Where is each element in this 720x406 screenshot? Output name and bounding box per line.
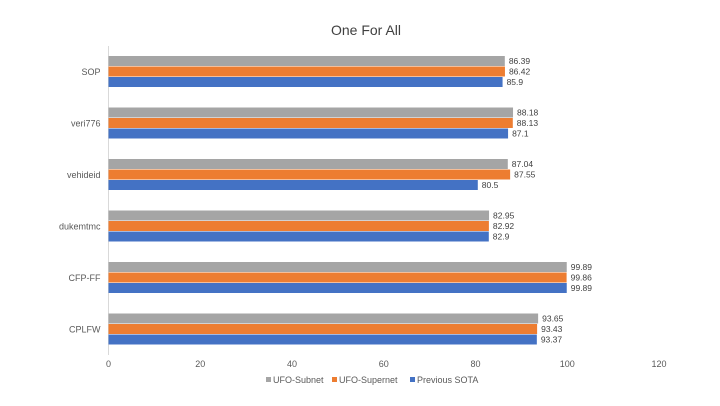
bar-ufo-supernet — [108, 272, 567, 283]
category-label: veri776 — [71, 118, 101, 128]
bar-ufo-supernet — [108, 118, 513, 128]
x-tick-label: 0 — [106, 359, 111, 369]
data-label: 99.89 — [571, 262, 593, 272]
data-label: 80.5 — [482, 180, 499, 190]
data-label: 93.65 — [542, 314, 564, 324]
x-tick-label: 100 — [560, 359, 575, 369]
bar-previous-sota — [108, 231, 489, 242]
legend-swatch — [332, 377, 337, 382]
x-tick-label: 80 — [470, 359, 480, 369]
category-label: SOP — [81, 67, 100, 77]
bar-ufo-subnet — [108, 159, 508, 169]
data-label: 87.55 — [514, 170, 536, 180]
bar-ufo-subnet — [108, 210, 490, 221]
x-tick-label: 60 — [379, 359, 389, 369]
data-label: 87.1 — [512, 129, 529, 139]
bar-previous-sota — [108, 334, 537, 345]
legend-swatch — [410, 377, 415, 382]
bar-ufo-supernet — [108, 66, 505, 77]
category-label: CFP-FF — [69, 273, 101, 283]
bar-ufo-supernet — [108, 169, 511, 180]
bar-ufo-subnet — [108, 313, 539, 324]
x-tick-label: 20 — [195, 359, 205, 369]
data-label: 93.43 — [541, 324, 563, 334]
data-label: 87.04 — [512, 159, 534, 169]
bar-ufo-supernet — [108, 221, 489, 231]
data-label: 86.39 — [509, 56, 531, 66]
data-label: 82.95 — [493, 211, 515, 221]
x-tick-label: 120 — [651, 359, 666, 369]
bar-ufo-subnet — [108, 107, 514, 118]
category-label: CPLFW — [69, 324, 101, 334]
data-label: 86.42 — [509, 67, 531, 77]
bar-ufo-supernet — [108, 324, 538, 334]
data-label: 88.18 — [517, 108, 539, 118]
data-label: 99.89 — [571, 283, 593, 293]
category-label: dukemtmc — [59, 221, 101, 231]
data-label: 85.9 — [507, 77, 524, 87]
data-label: 99.86 — [571, 273, 593, 283]
bar-previous-sota — [108, 77, 503, 87]
chart-title: One For All — [331, 22, 401, 38]
legend-label: Previous SOTA — [417, 375, 478, 385]
x-tick-label: 40 — [287, 359, 297, 369]
data-label: 93.37 — [541, 335, 563, 345]
bar-ufo-subnet — [108, 262, 567, 272]
bar-previous-sota — [108, 128, 509, 139]
data-label: 82.9 — [493, 232, 510, 242]
legend-swatch — [266, 377, 271, 382]
legend-label: UFO-Supernet — [339, 375, 398, 385]
category-label: vehideid — [67, 170, 101, 180]
data-label: 88.13 — [517, 118, 539, 128]
legend: UFO-Subnet UFO-Supernet Previous SOTA — [266, 375, 478, 385]
bar-previous-sota — [108, 283, 567, 293]
legend-label: UFO-Subnet — [273, 375, 324, 385]
bar-previous-sota — [108, 180, 478, 190]
bar-ufo-subnet — [108, 56, 505, 66]
data-label: 82.92 — [493, 221, 515, 231]
